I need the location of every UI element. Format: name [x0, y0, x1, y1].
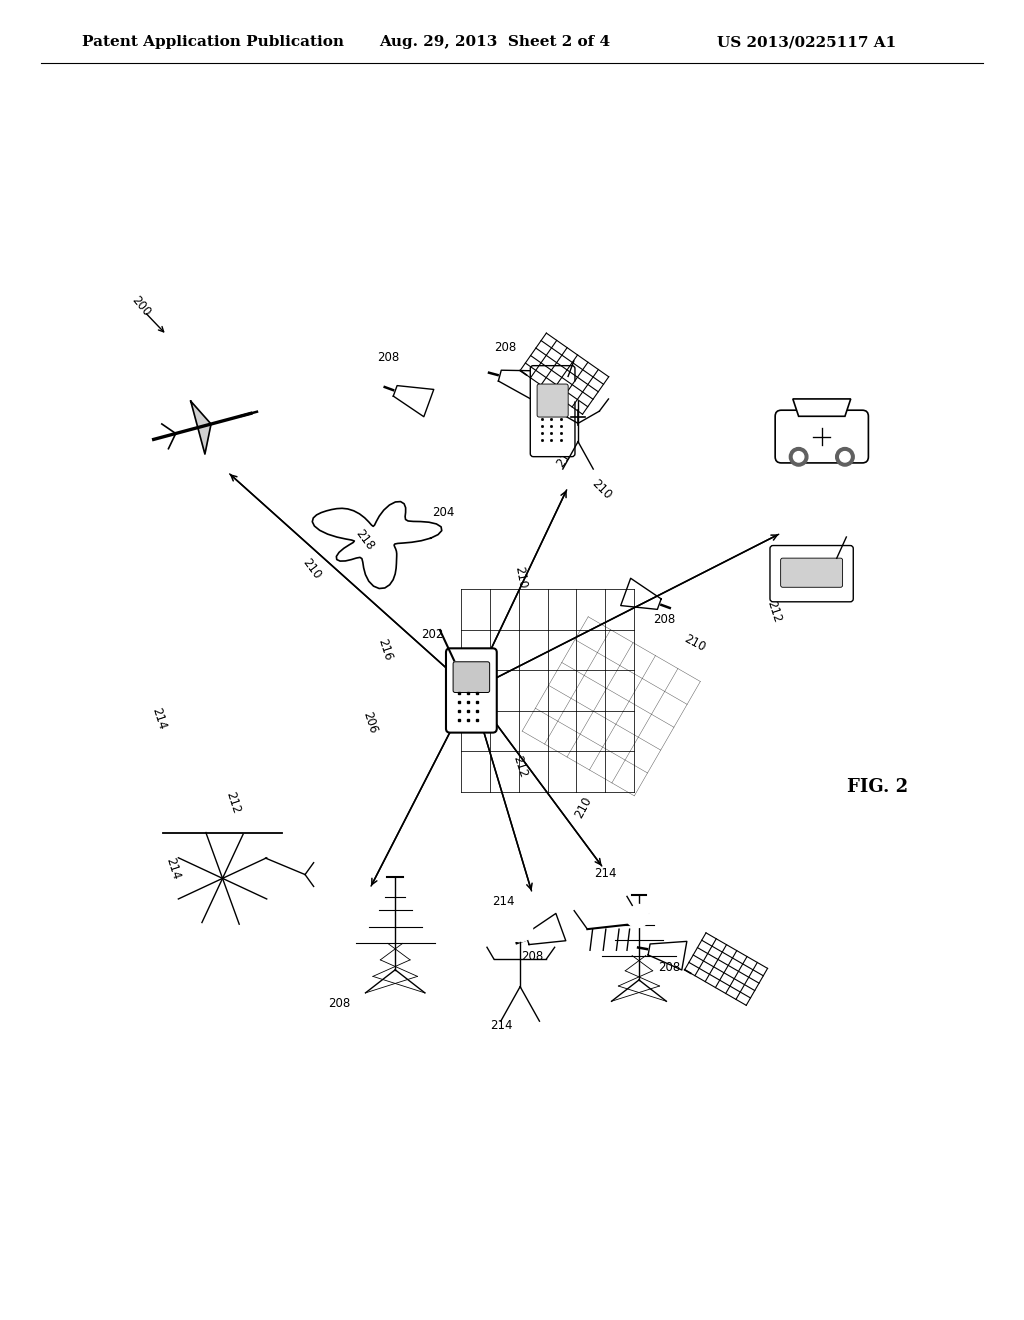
Polygon shape — [793, 399, 851, 416]
Circle shape — [508, 917, 532, 941]
Text: FIG. 2: FIG. 2 — [847, 777, 908, 796]
Text: 214: 214 — [148, 706, 168, 731]
Text: 202: 202 — [422, 628, 444, 642]
Ellipse shape — [179, 840, 265, 876]
Polygon shape — [190, 401, 211, 454]
Text: 208: 208 — [494, 341, 516, 354]
Text: 200: 200 — [129, 294, 154, 319]
Text: 210: 210 — [512, 565, 528, 590]
Text: 216: 216 — [376, 638, 394, 663]
Text: Patent Application Publication: Patent Application Publication — [82, 36, 344, 49]
Text: 210: 210 — [682, 632, 708, 653]
Circle shape — [568, 381, 588, 401]
Text: US 2013/0225117 A1: US 2013/0225117 A1 — [717, 36, 896, 49]
Text: 206: 206 — [360, 710, 380, 735]
Text: 204: 204 — [432, 507, 454, 519]
Text: 214: 214 — [163, 855, 182, 880]
Circle shape — [626, 904, 649, 928]
FancyBboxPatch shape — [446, 648, 497, 733]
FancyBboxPatch shape — [780, 558, 843, 587]
FancyBboxPatch shape — [770, 545, 853, 602]
Text: 210: 210 — [300, 556, 324, 581]
Text: 208: 208 — [653, 612, 676, 626]
Text: 212: 212 — [223, 789, 243, 814]
Text: 212: 212 — [511, 754, 529, 779]
Text: 212: 212 — [764, 598, 783, 624]
Text: Aug. 29, 2013  Sheet 2 of 4: Aug. 29, 2013 Sheet 2 of 4 — [379, 36, 610, 49]
Circle shape — [836, 447, 854, 466]
Text: 214: 214 — [490, 1019, 513, 1032]
Text: 214: 214 — [493, 895, 515, 908]
FancyBboxPatch shape — [775, 411, 868, 463]
Text: 208: 208 — [329, 997, 350, 1010]
Text: 208: 208 — [521, 950, 544, 964]
FancyBboxPatch shape — [537, 384, 568, 417]
Text: 210: 210 — [572, 795, 594, 820]
FancyBboxPatch shape — [530, 366, 574, 457]
Text: 214: 214 — [594, 867, 616, 880]
Circle shape — [790, 447, 808, 466]
Text: 218: 218 — [353, 527, 377, 553]
Text: 210: 210 — [589, 477, 613, 502]
FancyBboxPatch shape — [453, 661, 489, 693]
Text: 208: 208 — [377, 351, 399, 364]
Text: 208: 208 — [658, 961, 681, 974]
Text: 218: 218 — [554, 444, 578, 470]
Circle shape — [840, 451, 850, 462]
Circle shape — [794, 451, 804, 462]
